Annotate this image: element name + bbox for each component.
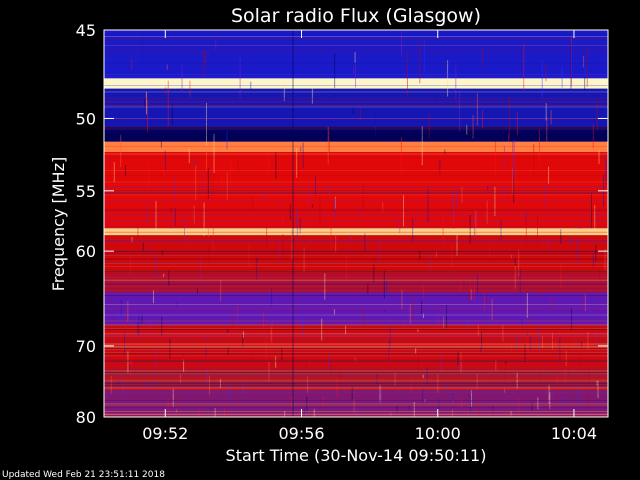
frequency-band-5 — [104, 152, 608, 229]
frequency-band-4 — [104, 141, 608, 153]
x-tick-label: 10:00 — [415, 424, 461, 443]
frequency-band-10 — [104, 324, 608, 370]
frequency-band-12 — [104, 390, 608, 417]
chart-title: Solar radio Flux (Glasgow) — [231, 5, 481, 27]
y-tick-label: 50 — [76, 109, 96, 128]
y-tick-label: 70 — [76, 337, 96, 356]
y-tick-label: 60 — [76, 242, 96, 261]
y-axis-label: Frequency [MHz] — [49, 157, 68, 291]
x-axis: 09:52 09:56 10:00 10:04 — [142, 30, 597, 443]
frequency-band-1 — [104, 78, 608, 89]
plot-frame — [103, 29, 609, 418]
y-axis: 45 50 55 60 70 80 — [76, 21, 608, 427]
x-tick-label: 10:04 — [551, 424, 597, 443]
y-tick-label: 55 — [76, 182, 96, 201]
frequency-band-9 — [104, 292, 608, 325]
frequency-band-11 — [104, 369, 608, 391]
frequency-band-6 — [104, 228, 608, 236]
x-tick-label: 09:52 — [142, 424, 188, 443]
update-timestamp: Updated Wed Feb 21 23:51:11 2018 — [2, 470, 165, 480]
frequency-band-3 — [104, 126, 608, 142]
frequency-band-8 — [104, 272, 608, 293]
y-tick-label: 80 — [76, 408, 96, 427]
x-axis-label: Start Time (30-Nov-14 09:50:11) — [226, 446, 487, 465]
x-tick-label: 09:56 — [278, 424, 324, 443]
frequency-band-7 — [104, 235, 608, 273]
frequency-band-2 — [104, 88, 608, 127]
spectrogram-plot-area — [104, 30, 608, 417]
frequency-band-0 — [104, 30, 608, 79]
y-tick-label: 45 — [76, 21, 96, 40]
